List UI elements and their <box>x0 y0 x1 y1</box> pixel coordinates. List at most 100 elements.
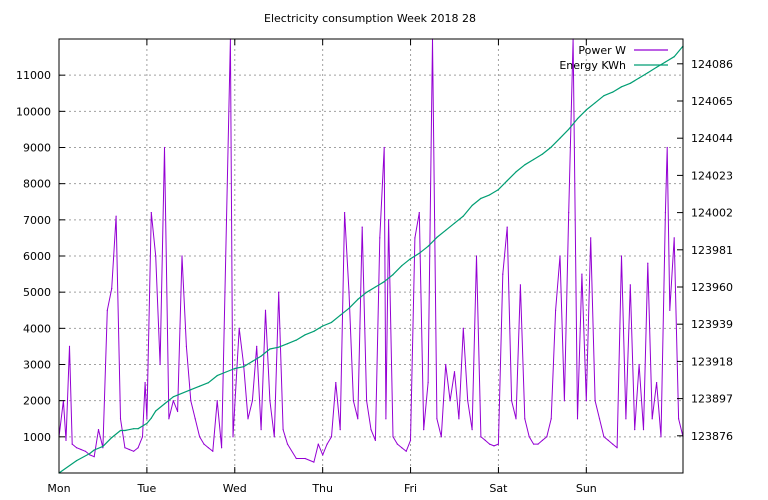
data-point <box>137 428 139 430</box>
data-point <box>330 436 333 438</box>
data-point <box>480 197 482 199</box>
y-right-tick-label: 123876 <box>691 430 733 443</box>
data-point <box>594 102 596 104</box>
data-point <box>89 452 91 455</box>
data-point <box>199 385 201 387</box>
data-point <box>330 321 333 323</box>
data-point <box>401 265 403 267</box>
data-point <box>480 436 482 438</box>
data-point <box>190 400 192 402</box>
data-point <box>89 454 91 456</box>
data-point <box>607 439 609 441</box>
data-point <box>106 309 108 311</box>
data-point <box>497 443 499 445</box>
data-point <box>352 400 354 402</box>
data-point <box>295 457 297 460</box>
y-right-tick-label: 124023 <box>691 169 733 182</box>
data-point <box>506 226 508 228</box>
data-point <box>629 284 631 286</box>
x-tick-label: Thu <box>311 482 333 495</box>
data-point <box>264 309 267 311</box>
data-point <box>423 429 425 431</box>
x-tick-label: Sat <box>489 482 508 495</box>
data-point <box>568 128 570 130</box>
data-point <box>396 443 398 445</box>
data-point <box>84 450 86 452</box>
data-point <box>260 429 262 431</box>
data-point <box>144 382 146 384</box>
chart-title: Electricity consumption Week 2018 28 <box>264 12 476 25</box>
data-point <box>559 255 561 257</box>
data-point <box>80 448 82 451</box>
data-point <box>616 447 618 449</box>
data-point <box>155 410 157 412</box>
data-point <box>146 418 148 420</box>
data-point <box>427 382 429 384</box>
data-point <box>383 146 385 149</box>
data-point <box>76 447 78 449</box>
data-point <box>102 445 104 447</box>
data-point <box>634 429 636 431</box>
data-point <box>128 448 130 451</box>
data-point <box>497 189 499 191</box>
data-point <box>515 418 517 420</box>
data-point <box>546 436 548 438</box>
data-point <box>212 450 214 452</box>
y-left-tick-label: 4000 <box>23 322 51 335</box>
data-point <box>383 281 385 283</box>
data-point <box>449 400 451 402</box>
data-point <box>119 429 122 432</box>
y-right-tick-label: 123939 <box>691 318 733 331</box>
data-point <box>453 222 456 224</box>
data-point <box>76 460 78 462</box>
data-point <box>515 171 517 173</box>
data-point <box>322 454 324 456</box>
data-point <box>361 226 363 228</box>
data-point <box>502 273 504 275</box>
data-point <box>629 82 631 84</box>
data-point <box>247 418 249 420</box>
data-point <box>260 355 262 357</box>
data-point <box>194 418 196 420</box>
data-point <box>102 447 104 449</box>
data-point <box>651 418 653 420</box>
data-point <box>401 447 403 449</box>
x-tick-label: Tue <box>136 482 156 495</box>
data-point <box>489 443 491 445</box>
data-point <box>278 291 280 293</box>
data-point <box>603 95 605 97</box>
data-point <box>207 447 209 449</box>
data-point <box>146 422 148 424</box>
data-point <box>93 456 95 458</box>
data-point <box>119 418 122 420</box>
data-point <box>124 429 126 432</box>
legend: Power W Energy KWh <box>559 44 668 72</box>
data-point <box>313 330 315 332</box>
data-point <box>673 56 675 58</box>
data-point <box>392 274 394 276</box>
data-point <box>585 400 587 402</box>
data-point <box>71 443 73 445</box>
data-point <box>181 255 183 257</box>
data-point <box>445 229 447 231</box>
data-point <box>295 339 297 341</box>
data-point <box>585 109 587 111</box>
data-point <box>506 180 508 182</box>
data-point <box>269 400 271 402</box>
data-point <box>555 309 557 311</box>
data-point <box>418 212 420 214</box>
data-point <box>93 449 95 451</box>
data-point <box>484 439 486 441</box>
tick-layer <box>58 39 683 473</box>
legend-label: Power W <box>578 44 626 57</box>
data-point <box>524 164 526 166</box>
data-point <box>65 439 67 441</box>
data-point <box>612 443 614 445</box>
data-point <box>278 346 280 348</box>
data-point <box>133 450 135 452</box>
data-point <box>612 91 614 93</box>
data-point <box>453 371 456 373</box>
series-line-energy <box>58 45 684 474</box>
data-point <box>163 146 166 149</box>
